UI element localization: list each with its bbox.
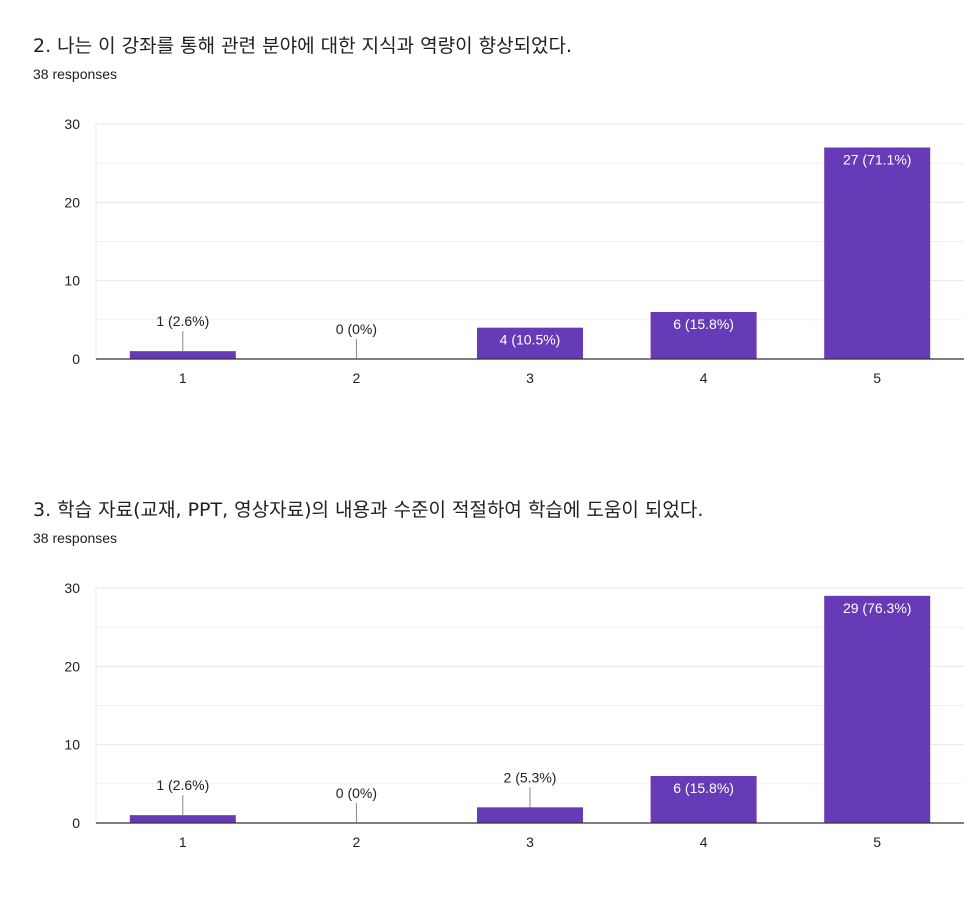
x-tick-label: 5 [873, 370, 881, 386]
y-tick-label: 30 [64, 116, 80, 132]
y-tick-label: 20 [64, 658, 80, 674]
bar [650, 776, 757, 823]
x-tick-label: 4 [700, 370, 708, 386]
bar [824, 147, 931, 359]
data-label: 4 (10.5%) [500, 332, 561, 348]
data-label: 29 (76.3%) [843, 600, 911, 616]
x-tick-label: 1 [179, 370, 187, 386]
data-label: 1 (2.6%) [156, 313, 209, 329]
question-title: 2. 나는 이 강좌를 통해 관련 분야에 대한 지식과 역량이 향상되었다. [33, 35, 573, 57]
y-tick-label: 0 [72, 351, 80, 367]
bar-chart: 0 10 20 30 1 (2.6%) 1 0 (0%) 2 2 (5.3%) 3 6 (15.8%… [64, 580, 964, 850]
data-label: 2 (5.3%) [504, 769, 557, 785]
y-tick-label: 0 [72, 815, 80, 831]
y-tick-label: 20 [64, 194, 80, 210]
bar [824, 595, 931, 823]
x-tick-label: 2 [353, 370, 361, 386]
bar [650, 312, 757, 359]
x-tick-label: 1 [179, 834, 187, 850]
bar-chart: 0 10 20 30 1 (2.6%) 1 0 (0%) 2 4 (10.5%) 3 6 (15.8… [64, 116, 964, 386]
response-count: 38 responses [33, 530, 118, 546]
x-tick-label: 5 [873, 834, 881, 850]
data-label: 6 (15.8%) [673, 780, 734, 796]
response-count: 38 responses [33, 66, 118, 82]
x-tick-label: 4 [700, 834, 708, 850]
y-tick-label: 10 [64, 273, 80, 289]
bar [129, 351, 236, 359]
x-tick-label: 3 [526, 834, 534, 850]
y-tick-label: 30 [64, 580, 80, 596]
bar [477, 807, 583, 823]
data-label: 1 (2.6%) [156, 777, 209, 793]
question-title: 3. 학습 자료(교재, PPT, 영상자료)의 내용과 수준이 적절하여 학습… [33, 499, 704, 521]
data-label: 0 (0%) [336, 785, 377, 801]
data-label: 27 (71.1%) [843, 152, 911, 168]
bar [129, 815, 236, 823]
x-tick-label: 2 [353, 834, 361, 850]
y-tick-label: 10 [64, 737, 80, 753]
x-tick-label: 3 [526, 370, 534, 386]
bar [477, 327, 583, 359]
data-label: 0 (0%) [336, 321, 377, 337]
data-label: 6 (15.8%) [673, 316, 734, 332]
